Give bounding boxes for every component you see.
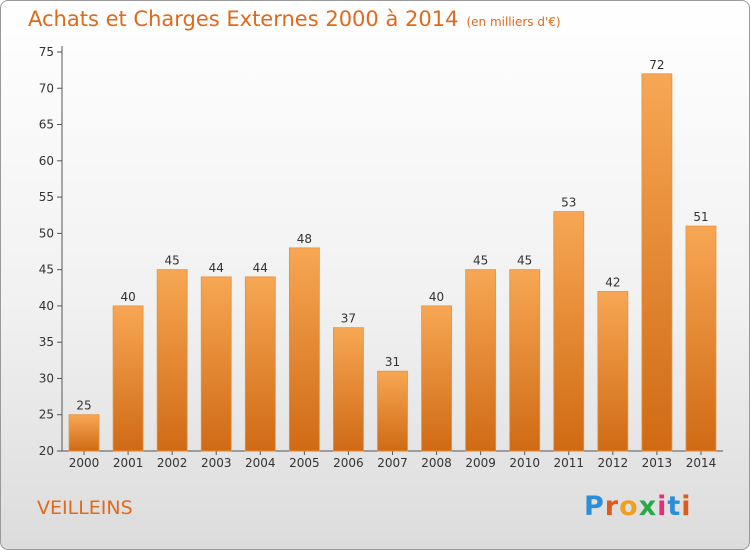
proxiti-logo: Proxiti xyxy=(584,491,692,522)
bar-value-label: 37 xyxy=(341,312,356,326)
y-tick-label: 55 xyxy=(39,190,54,204)
bar-2002 xyxy=(156,269,188,452)
bar-2010 xyxy=(509,269,541,452)
y-tick-label: 40 xyxy=(39,299,54,313)
y-tick-label: 60 xyxy=(39,154,54,168)
x-tick-label: 2014 xyxy=(686,456,717,470)
x-tick-label: 2001 xyxy=(113,456,144,470)
bar-value-label: 31 xyxy=(385,355,400,369)
bar-2004 xyxy=(244,276,276,452)
bar-value-label: 25 xyxy=(76,399,91,413)
bar-value-label: 72 xyxy=(649,58,664,72)
x-tick-label: 2006 xyxy=(333,456,364,470)
y-tick-label: 65 xyxy=(39,118,54,132)
logo-letter: i xyxy=(657,491,668,522)
bar-2013 xyxy=(641,73,673,452)
x-tick-label: 2004 xyxy=(245,456,276,470)
x-tick-label: 2003 xyxy=(201,456,232,470)
bar-value-label: 44 xyxy=(209,261,224,275)
bar-value-label: 53 xyxy=(561,196,576,210)
bar-2001 xyxy=(112,305,144,452)
x-tick-label: 2008 xyxy=(421,456,452,470)
bar-value-label: 44 xyxy=(253,261,268,275)
y-tick-label: 20 xyxy=(39,444,54,458)
logo-letter: t xyxy=(667,491,682,522)
y-tick-label: 45 xyxy=(39,263,54,277)
bar-2000 xyxy=(68,414,100,452)
logo-letter: o xyxy=(619,491,639,522)
logo-letter: P xyxy=(584,491,605,522)
commune-name: VEILLEINS xyxy=(37,497,133,519)
bar-2011 xyxy=(553,211,585,452)
chart-axes: 20 25 30 35 40 45 50 55 60 65 70 75 xyxy=(39,45,723,458)
x-tick-label: 2011 xyxy=(553,456,584,470)
bar-value-label: 45 xyxy=(517,254,532,268)
chart-bars xyxy=(68,73,717,452)
x-tick-label: 2013 xyxy=(642,456,673,470)
bar-2012 xyxy=(597,290,629,452)
bar-value-label: 45 xyxy=(165,254,180,268)
bar-2003 xyxy=(200,276,232,452)
y-tick-label: 35 xyxy=(39,335,54,349)
y-tick-label: 30 xyxy=(39,371,54,385)
x-tick-label: 2002 xyxy=(157,456,188,470)
bar-value-label: 40 xyxy=(120,290,135,304)
y-tick-label: 50 xyxy=(39,226,54,240)
bar-2009 xyxy=(465,269,497,452)
chart-title: Achats et Charges Externes 2000 à 2014 (e… xyxy=(28,7,561,31)
x-tick-label: 2005 xyxy=(289,456,320,470)
chart-title-text: Achats et Charges Externes 2000 à 2014 xyxy=(28,7,459,31)
bar-value-label: 42 xyxy=(605,275,620,289)
y-tick-label: 70 xyxy=(39,81,54,95)
bar-value-label: 45 xyxy=(473,254,488,268)
x-tick-label: 2000 xyxy=(69,456,100,470)
y-tick-label: 25 xyxy=(39,408,54,422)
bar-value-label: 40 xyxy=(429,290,444,304)
x-tick-label: 2010 xyxy=(509,456,540,470)
bar-2005 xyxy=(288,247,320,452)
y-tick-label: 75 xyxy=(39,45,54,59)
bar-value-label: 51 xyxy=(693,210,708,224)
x-tick-label: 2009 xyxy=(465,456,496,470)
bar-value-label: 48 xyxy=(297,232,312,246)
chart-labels: 25 2000 40 2001 45 2002 44 2003 44 2004 48 2005 37 20… xyxy=(69,58,716,470)
bar-2008 xyxy=(421,305,452,452)
logo-letter: i xyxy=(681,491,692,522)
logo-letter: r xyxy=(604,491,620,522)
bar-2014 xyxy=(685,225,717,452)
x-tick-label: 2012 xyxy=(598,456,629,470)
bar-2006 xyxy=(333,327,364,452)
x-tick-label: 2007 xyxy=(377,456,408,470)
logo-letter: x xyxy=(638,491,658,522)
chart-subtitle: (en milliers d'€) xyxy=(466,15,561,29)
bar-2007 xyxy=(377,370,408,452)
